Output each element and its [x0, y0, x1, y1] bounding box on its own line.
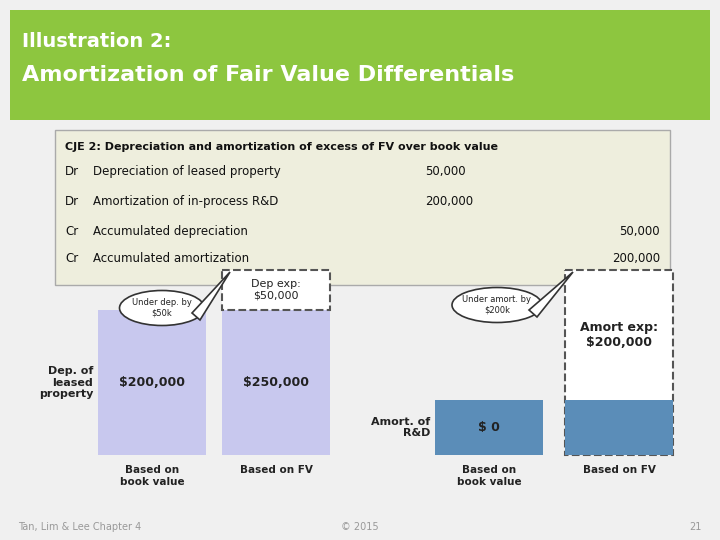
Text: Accumulated depreciation: Accumulated depreciation	[93, 225, 248, 238]
Polygon shape	[192, 272, 230, 320]
Bar	[10, 10, 710, 120]
Text: Amort exp:
$200,000: Amort exp: $200,000	[580, 321, 658, 349]
Text: Illustration 2:: Illustration 2:	[22, 32, 171, 51]
Text: Tan, Lim & Lee Chapter 4: Tan, Lim & Lee Chapter 4	[18, 522, 141, 532]
Text: Dep. of
leased
property: Dep. of leased property	[39, 366, 93, 399]
Text: Amortization of Fair Value Differentials: Amortization of Fair Value Differentials	[22, 65, 514, 85]
Text: Based on FV: Based on FV	[240, 465, 312, 475]
Text: 50,000: 50,000	[619, 225, 660, 238]
Text: Amort. of
R&D: Amort. of R&D	[371, 417, 430, 438]
Text: CJE 2: Depreciation and amortization of excess of FV over book value: CJE 2: Depreciation and amortization of …	[65, 142, 498, 152]
Text: Cr: Cr	[65, 225, 78, 238]
Text: © 2015: © 2015	[341, 522, 379, 532]
Text: Dr: Dr	[65, 195, 79, 208]
Text: Dr: Dr	[65, 165, 79, 178]
Text: $ 0: $ 0	[478, 421, 500, 434]
Text: Cr: Cr	[65, 252, 78, 265]
Text: $250,000: $250,000	[243, 376, 309, 389]
Text: Based on
book value: Based on book value	[120, 465, 184, 487]
Ellipse shape	[452, 287, 542, 322]
Text: Based on FV: Based on FV	[582, 465, 655, 475]
Text: Based on
book value: Based on book value	[456, 465, 521, 487]
Text: 21: 21	[690, 522, 702, 532]
Bar	[98, 310, 206, 455]
Bar	[565, 270, 673, 455]
Text: Dep exp:
$50,000: Dep exp: $50,000	[251, 279, 301, 301]
Bar	[55, 130, 670, 285]
Text: Accumulated amortization: Accumulated amortization	[93, 252, 249, 265]
Text: 50,000: 50,000	[425, 165, 466, 178]
Bar	[435, 400, 543, 455]
Polygon shape	[529, 272, 573, 317]
Bar	[222, 270, 330, 310]
Text: Under amort. by
$200k: Under amort. by $200k	[462, 295, 531, 315]
Text: 200,000: 200,000	[612, 252, 660, 265]
Bar	[222, 310, 330, 455]
Text: 200,000: 200,000	[425, 195, 473, 208]
Text: Amortization of in-process R&D: Amortization of in-process R&D	[93, 195, 279, 208]
Text: $200,000: $200,000	[119, 376, 185, 389]
Text: Under dep. by
$50k: Under dep. by $50k	[132, 298, 192, 318]
Bar	[565, 400, 673, 455]
Text: Depreciation of leased property: Depreciation of leased property	[93, 165, 281, 178]
Ellipse shape	[120, 291, 204, 326]
